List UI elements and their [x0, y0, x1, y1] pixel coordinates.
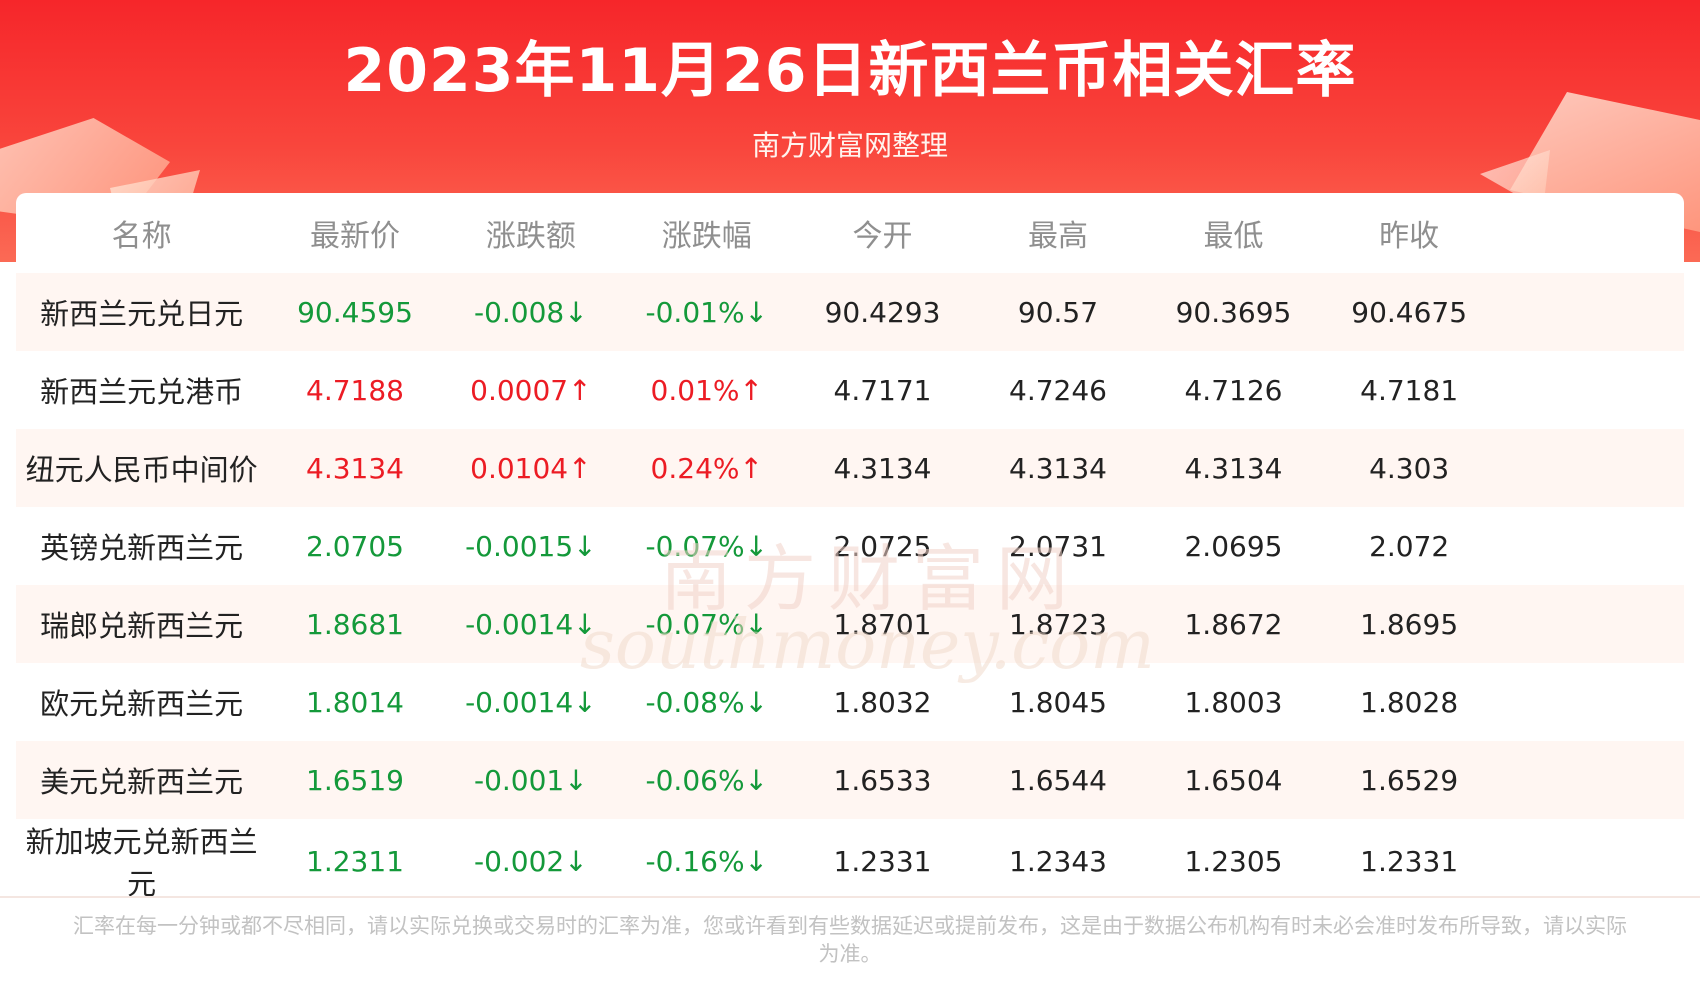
- cell-low: 90.3695: [1145, 273, 1322, 351]
- cell-low: 1.2305: [1145, 819, 1322, 903]
- cell-name: 新西兰元兑港币: [16, 351, 268, 429]
- cell-change: -0.001↓: [442, 741, 619, 819]
- cell-spacer: [1496, 273, 1684, 351]
- table-row: 欧元兑新西兰元 1.8014 -0.0014↓ -0.08%↓ 1.8032 1.8045…: [16, 663, 1684, 741]
- column-header-prev-close: 昨收: [1379, 219, 1440, 254]
- footer-divider: [0, 896, 1700, 898]
- cell-change-pct: -0.07%↓: [618, 585, 795, 663]
- cell-high: 4.7246: [970, 351, 1146, 429]
- cell-spacer: [1496, 819, 1684, 903]
- cell-change: 0.0104↑: [442, 429, 619, 507]
- cell-spacer: [1496, 507, 1684, 585]
- cell-name: 新西兰元兑日元: [16, 273, 268, 351]
- cell-change: -0.0014↓: [442, 663, 619, 741]
- cell-latest: 2.0705: [267, 507, 443, 585]
- table-row: 美元兑新西兰元 1.6519 -0.001↓ -0.06%↓ 1.6533 1.6544 1…: [16, 741, 1684, 819]
- page-subtitle: 南方财富网整理: [751, 129, 948, 162]
- cell-change: -0.0014↓: [442, 585, 619, 663]
- cell-name: 英镑兑新西兰元: [16, 507, 268, 585]
- cell-name: 纽元人民币中间价: [16, 429, 268, 507]
- cell-change-pct: -0.06%↓: [618, 741, 795, 819]
- cell-high: 1.8045: [970, 663, 1146, 741]
- cell-prev-close: 4.7181: [1321, 351, 1497, 429]
- cell-latest: 4.3134: [267, 429, 443, 507]
- table-row: 瑞郎兑新西兰元 1.8681 -0.0014↓ -0.07%↓ 1.8701 1.8723…: [16, 585, 1684, 663]
- cell-change-pct: -0.16%↓: [618, 819, 795, 903]
- cell-open: 1.8701: [794, 585, 971, 663]
- column-header-name: 名称: [111, 219, 172, 254]
- cell-high: 2.0731: [970, 507, 1146, 585]
- cell-latest: 1.2311: [267, 819, 443, 903]
- table-row: 新西兰元兑日元 90.4595 -0.008↓ -0.01%↓ 90.4293 90.57…: [16, 273, 1684, 351]
- cell-prev-close: 1.6529: [1321, 741, 1497, 819]
- cell-high: 1.6544: [970, 741, 1146, 819]
- cell-low: 1.8672: [1145, 585, 1322, 663]
- cell-high: 1.2343: [970, 819, 1146, 903]
- cell-prev-close: 1.8028: [1321, 663, 1497, 741]
- cell-name: 新加坡元兑新西兰元: [16, 819, 268, 903]
- cell-change: -0.002↓: [442, 819, 619, 903]
- table-row: 新加坡元兑新西兰元 1.2311 -0.002↓ -0.16%↓ 1.2331 1.234…: [16, 819, 1684, 903]
- cell-name: 美元兑新西兰元: [16, 741, 268, 819]
- column-header-change-pct: 涨跌幅: [661, 219, 752, 254]
- cell-latest: 90.4595: [267, 273, 443, 351]
- table-row: 新西兰元兑港币 4.7188 0.0007↑ 0.01%↑ 4.7171 4.7246 4.…: [16, 351, 1684, 429]
- cell-open: 4.3134: [794, 429, 971, 507]
- cell-latest: 1.8014: [267, 663, 443, 741]
- exchange-rate-table: 名称 最新价 涨跌额 涨跌幅 今开 最高 最低 昨收 新西兰元兑日元 90.459…: [16, 193, 1684, 903]
- cell-name: 欧元兑新西兰元: [16, 663, 268, 741]
- cell-high: 1.8723: [970, 585, 1146, 663]
- page-title: 2023年11月26日新西兰币相关汇率: [343, 36, 1357, 106]
- table-row: 英镑兑新西兰元 2.0705 -0.0015↓ -0.07%↓ 2.0725 2.0731…: [16, 507, 1684, 585]
- cell-prev-close: 1.8695: [1321, 585, 1497, 663]
- cell-open: 4.7171: [794, 351, 971, 429]
- cell-low: 1.6504: [1145, 741, 1322, 819]
- cell-open: 2.0725: [794, 507, 971, 585]
- cell-spacer: [1496, 585, 1684, 663]
- cell-change: 0.0007↑: [442, 351, 619, 429]
- cell-spacer: [1496, 351, 1684, 429]
- cell-high: 90.57: [970, 273, 1146, 351]
- column-header-latest: 最新价: [310, 219, 400, 254]
- cell-change-pct: -0.01%↓: [618, 273, 795, 351]
- cell-low: 1.8003: [1145, 663, 1322, 741]
- cell-open: 90.4293: [794, 273, 971, 351]
- table-header-row: 名称 最新价 涨跌额 涨跌幅 今开 最高 最低 昨收: [16, 193, 1684, 273]
- cell-change: -0.0015↓: [442, 507, 619, 585]
- cell-change: -0.008↓: [442, 273, 619, 351]
- cell-spacer: [1496, 663, 1684, 741]
- cell-low: 2.0695: [1145, 507, 1322, 585]
- column-header-spacer: [1497, 193, 1684, 273]
- cell-change-pct: -0.08%↓: [618, 663, 795, 741]
- cell-spacer: [1496, 429, 1684, 507]
- cell-latest: 1.8681: [267, 585, 443, 663]
- cell-low: 4.7126: [1145, 351, 1322, 429]
- cell-high: 4.3134: [970, 429, 1146, 507]
- cell-latest: 4.7188: [267, 351, 443, 429]
- column-header-change: 涨跌额: [485, 219, 576, 254]
- cell-prev-close: 1.2331: [1321, 819, 1497, 903]
- column-header-low: 最低: [1203, 219, 1264, 254]
- cell-open: 1.8032: [794, 663, 971, 741]
- cell-change-pct: 0.01%↑: [618, 351, 795, 429]
- cell-name: 瑞郎兑新西兰元: [16, 585, 268, 663]
- cell-latest: 1.6519: [267, 741, 443, 819]
- cell-spacer: [1496, 741, 1684, 819]
- disclaimer-text: 汇率在每一分钟或都不尽相同，请以实际兑换或交易时的汇率为准，您或许看到有些数据延…: [73, 914, 1627, 966]
- cell-open: 1.2331: [794, 819, 971, 903]
- cell-low: 4.3134: [1145, 429, 1322, 507]
- column-header-open: 今开: [852, 219, 913, 254]
- table-row: 纽元人民币中间价 4.3134 0.0104↑ 0.24%↑ 4.3134 4.3134 4…: [16, 429, 1684, 507]
- column-header-high: 最高: [1027, 219, 1088, 254]
- cell-prev-close: 90.4675: [1321, 273, 1497, 351]
- cell-open: 1.6533: [794, 741, 971, 819]
- cell-change-pct: 0.24%↑: [618, 429, 795, 507]
- cell-change-pct: -0.07%↓: [618, 507, 795, 585]
- cell-prev-close: 4.303: [1321, 429, 1497, 507]
- cell-prev-close: 2.072: [1321, 507, 1497, 585]
